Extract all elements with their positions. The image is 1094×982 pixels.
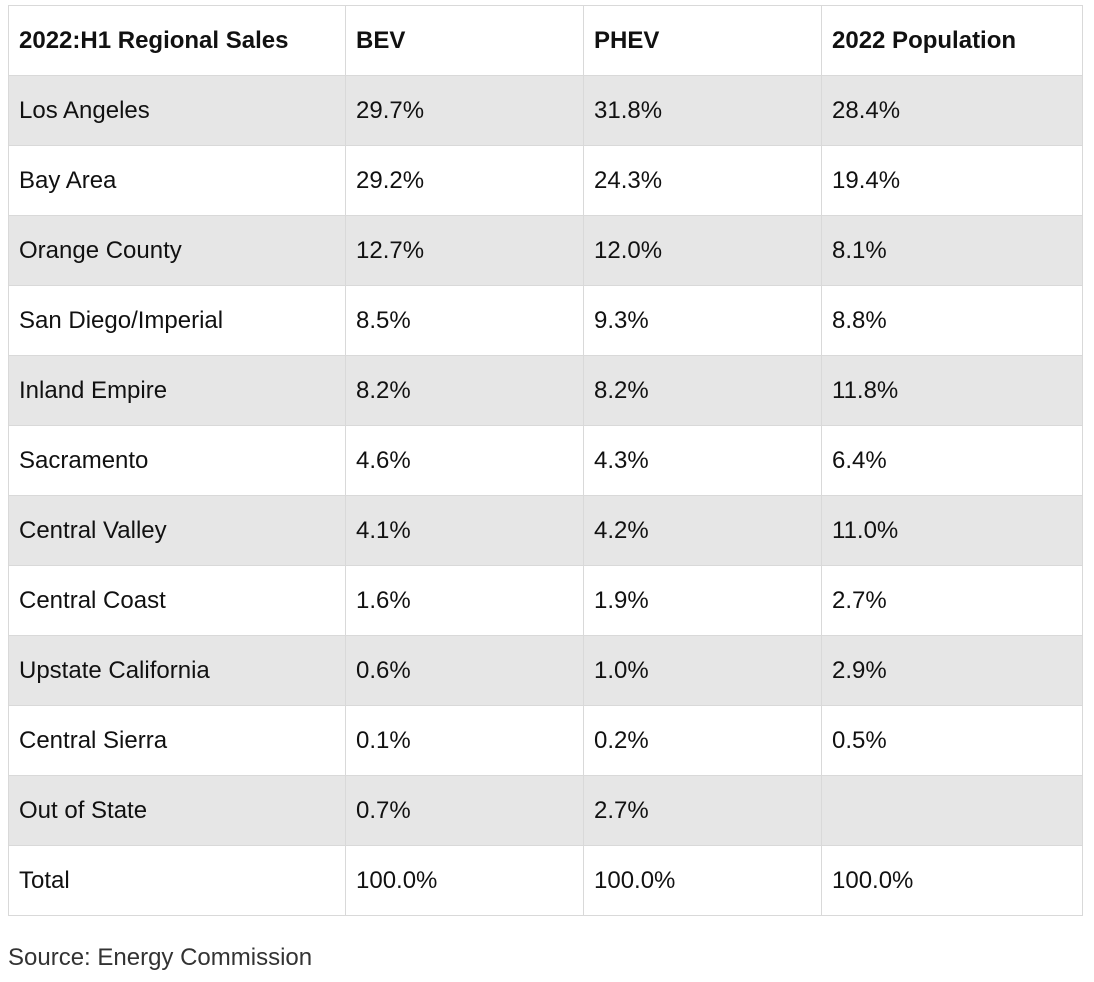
population-cell: 28.4% <box>821 75 1083 146</box>
region-cell: Inland Empire <box>8 355 346 426</box>
regional-sales-table-container: 2022:H1 Regional Sales BEV PHEV 2022 Pop… <box>8 5 1083 916</box>
table-row: Upstate California 0.6% 1.0% 2.9% <box>8 635 1083 706</box>
table-row: Central Sierra 0.1% 0.2% 0.5% <box>8 705 1083 776</box>
table-row: Central Valley 4.1% 4.2% 11.0% <box>8 495 1083 566</box>
regional-sales-table: 2022:H1 Regional Sales BEV PHEV 2022 Pop… <box>8 5 1083 916</box>
table-row: Sacramento 4.6% 4.3% 6.4% <box>8 425 1083 496</box>
bev-cell: 12.7% <box>345 215 584 286</box>
phev-cell: 9.3% <box>583 285 822 356</box>
total-row: Total 100.0% 100.0% 100.0% <box>8 845 1083 916</box>
population-cell: 11.8% <box>821 355 1083 426</box>
table-row: San Diego/Imperial 8.5% 9.3% 8.8% <box>8 285 1083 356</box>
phev-cell: 4.2% <box>583 495 822 566</box>
bev-cell: 29.7% <box>345 75 584 146</box>
phev-cell: 24.3% <box>583 145 822 216</box>
table-row: Los Angeles 29.7% 31.8% 28.4% <box>8 75 1083 146</box>
population-cell: 100.0% <box>821 845 1083 916</box>
region-cell: Total <box>8 845 346 916</box>
phev-cell: 1.9% <box>583 565 822 636</box>
bev-cell: 8.5% <box>345 285 584 356</box>
table-body: Los Angeles 29.7% 31.8% 28.4% Bay Area 2… <box>8 75 1083 916</box>
region-cell: Central Coast <box>8 565 346 636</box>
population-cell: 2.9% <box>821 635 1083 706</box>
region-cell: Los Angeles <box>8 75 346 146</box>
bev-cell: 0.6% <box>345 635 584 706</box>
region-cell: Upstate California <box>8 635 346 706</box>
bev-cell: 1.6% <box>345 565 584 636</box>
population-cell: 6.4% <box>821 425 1083 496</box>
region-cell: Bay Area <box>8 145 346 216</box>
region-cell: Central Sierra <box>8 705 346 776</box>
phev-cell: 8.2% <box>583 355 822 426</box>
phev-cell: 0.2% <box>583 705 822 776</box>
region-cell: Sacramento <box>8 425 346 496</box>
bev-cell: 29.2% <box>345 145 584 216</box>
population-cell <box>821 775 1083 846</box>
header-bev: BEV <box>345 5 584 76</box>
region-cell: Orange County <box>8 215 346 286</box>
phev-cell: 2.7% <box>583 775 822 846</box>
header-row: 2022:H1 Regional Sales BEV PHEV 2022 Pop… <box>8 5 1083 76</box>
table-row: Central Coast 1.6% 1.9% 2.7% <box>8 565 1083 636</box>
phev-cell: 100.0% <box>583 845 822 916</box>
bev-cell: 4.1% <box>345 495 584 566</box>
population-cell: 2.7% <box>821 565 1083 636</box>
table-row: Out of State 0.7% 2.7% <box>8 775 1083 846</box>
table-header: 2022:H1 Regional Sales BEV PHEV 2022 Pop… <box>8 5 1083 76</box>
population-cell: 8.1% <box>821 215 1083 286</box>
header-population: 2022 Population <box>821 5 1083 76</box>
table-row: Orange County 12.7% 12.0% 8.1% <box>8 215 1083 286</box>
phev-cell: 1.0% <box>583 635 822 706</box>
source-note: Source: Energy Commission <box>8 944 313 971</box>
population-cell: 0.5% <box>821 705 1083 776</box>
header-phev: PHEV <box>583 5 822 76</box>
bev-cell: 4.6% <box>345 425 584 496</box>
bev-cell: 0.7% <box>345 775 584 846</box>
bev-cell: 100.0% <box>345 845 584 916</box>
phev-cell: 31.8% <box>583 75 822 146</box>
population-cell: 19.4% <box>821 145 1083 216</box>
bev-cell: 8.2% <box>345 355 584 426</box>
table-row: Inland Empire 8.2% 8.2% 11.8% <box>8 355 1083 426</box>
table-row: Bay Area 29.2% 24.3% 19.4% <box>8 145 1083 216</box>
population-cell: 8.8% <box>821 285 1083 356</box>
phev-cell: 4.3% <box>583 425 822 496</box>
region-cell: San Diego/Imperial <box>8 285 346 356</box>
region-cell: Central Valley <box>8 495 346 566</box>
region-cell: Out of State <box>8 775 346 846</box>
phev-cell: 12.0% <box>583 215 822 286</box>
population-cell: 11.0% <box>821 495 1083 566</box>
bev-cell: 0.1% <box>345 705 584 776</box>
header-region: 2022:H1 Regional Sales <box>8 5 346 76</box>
